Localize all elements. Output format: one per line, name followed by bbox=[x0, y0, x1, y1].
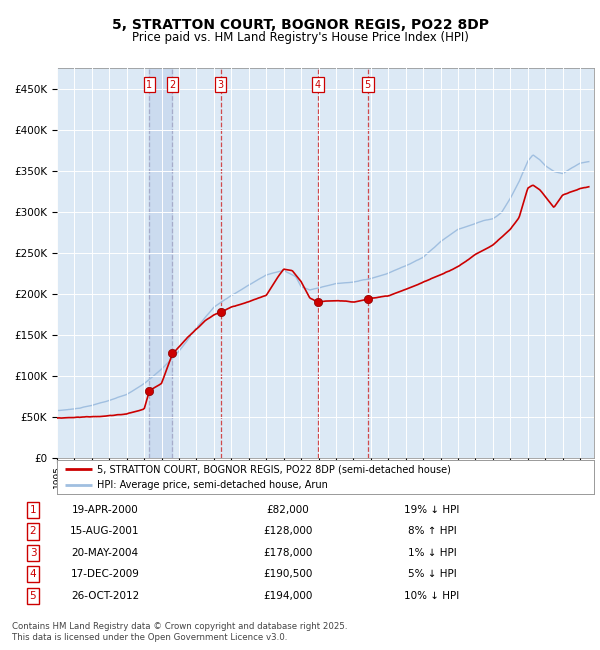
Text: 4: 4 bbox=[315, 80, 321, 90]
Text: 2: 2 bbox=[29, 526, 37, 536]
Text: 5: 5 bbox=[29, 591, 37, 601]
Bar bbox=[149, 68, 172, 458]
Text: 19-APR-2000: 19-APR-2000 bbox=[71, 505, 139, 515]
Text: 1% ↓ HPI: 1% ↓ HPI bbox=[407, 548, 457, 558]
Text: 5: 5 bbox=[365, 80, 371, 90]
Text: 15-AUG-2001: 15-AUG-2001 bbox=[70, 526, 140, 536]
Text: HPI: Average price, semi-detached house, Arun: HPI: Average price, semi-detached house,… bbox=[97, 480, 328, 490]
Text: 3: 3 bbox=[29, 548, 37, 558]
Text: 4: 4 bbox=[29, 569, 37, 579]
Text: Price paid vs. HM Land Registry's House Price Index (HPI): Price paid vs. HM Land Registry's House … bbox=[131, 31, 469, 44]
Text: 26-OCT-2012: 26-OCT-2012 bbox=[71, 591, 139, 601]
Text: 5, STRATTON COURT, BOGNOR REGIS, PO22 8DP (semi-detached house): 5, STRATTON COURT, BOGNOR REGIS, PO22 8D… bbox=[97, 464, 451, 474]
Text: 1: 1 bbox=[29, 505, 37, 515]
Text: 5% ↓ HPI: 5% ↓ HPI bbox=[407, 569, 457, 579]
Text: £194,000: £194,000 bbox=[263, 591, 313, 601]
Text: 1: 1 bbox=[146, 80, 152, 90]
Text: 3: 3 bbox=[217, 80, 224, 90]
Text: 19% ↓ HPI: 19% ↓ HPI bbox=[404, 505, 460, 515]
Text: 17-DEC-2009: 17-DEC-2009 bbox=[71, 569, 139, 579]
Text: Contains HM Land Registry data © Crown copyright and database right 2025.
This d: Contains HM Land Registry data © Crown c… bbox=[12, 622, 347, 642]
Text: 8% ↑ HPI: 8% ↑ HPI bbox=[407, 526, 457, 536]
Text: £128,000: £128,000 bbox=[263, 526, 313, 536]
Text: £178,000: £178,000 bbox=[263, 548, 313, 558]
Text: 5, STRATTON COURT, BOGNOR REGIS, PO22 8DP: 5, STRATTON COURT, BOGNOR REGIS, PO22 8D… bbox=[112, 18, 488, 32]
Text: 20-MAY-2004: 20-MAY-2004 bbox=[71, 548, 139, 558]
Text: 2: 2 bbox=[169, 80, 176, 90]
Text: £82,000: £82,000 bbox=[266, 505, 310, 515]
Text: 10% ↓ HPI: 10% ↓ HPI bbox=[404, 591, 460, 601]
Text: £190,500: £190,500 bbox=[263, 569, 313, 579]
